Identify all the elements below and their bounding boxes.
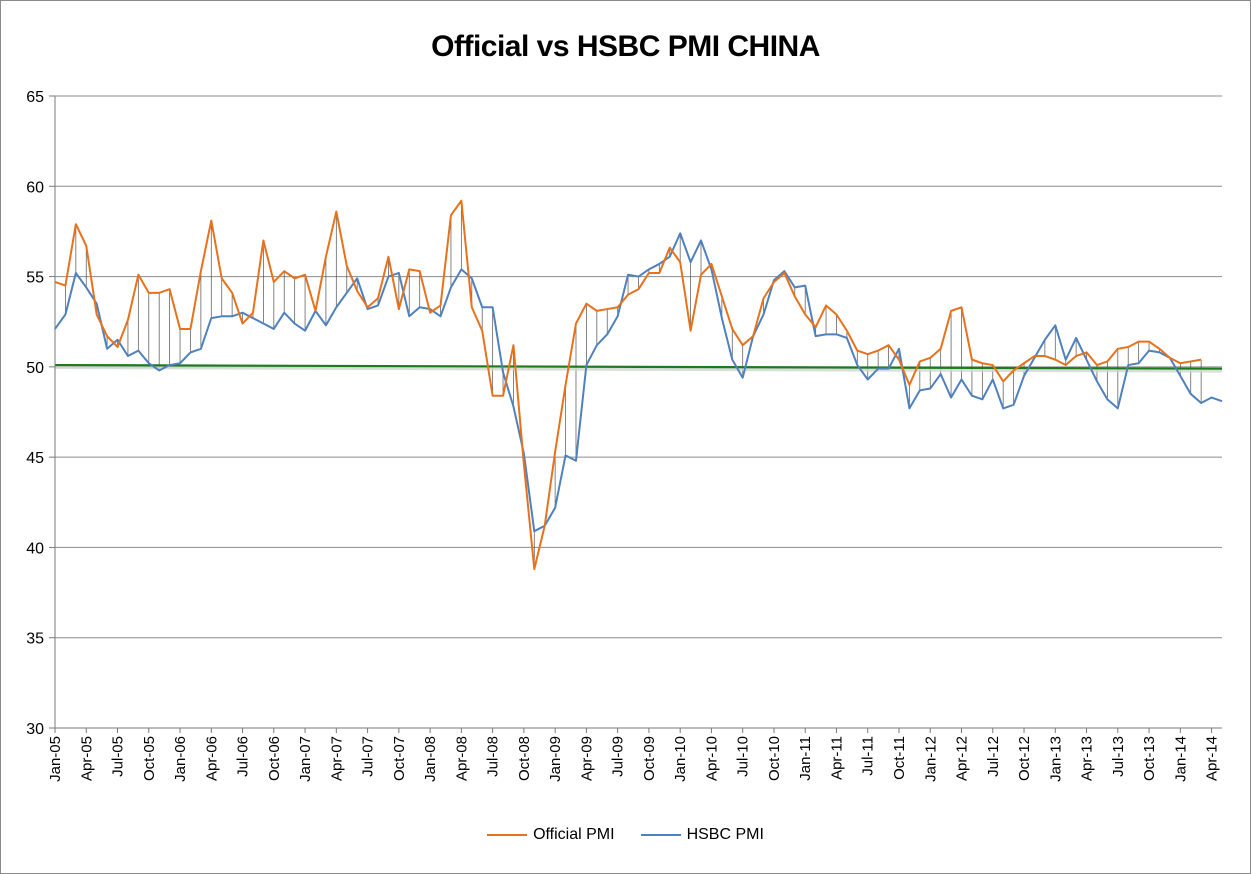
x-tick-label: Oct-10 — [766, 736, 783, 781]
x-tick-label: Jul-08 — [485, 736, 502, 777]
x-tick-label: Jan-12 — [922, 736, 939, 782]
x-tick-label: Jul-13 — [1110, 736, 1127, 777]
legend-label-official: Official PMI — [533, 826, 615, 843]
x-tick-label: Jan-08 — [422, 736, 439, 782]
x-tick-label: Oct-08 — [516, 736, 533, 781]
x-tick-label: Apr-10 — [703, 736, 720, 781]
legend-label-hsbc: HSBC PMI — [686, 826, 764, 843]
difference-drop-lines — [54, 200, 1202, 570]
x-tick-label: Apr-11 — [829, 736, 846, 780]
y-tick-label-50: 50 — [26, 360, 44, 377]
y-tick-label-40: 40 — [26, 540, 44, 557]
y-tick-label-35: 35 — [26, 631, 44, 648]
x-tick-label: Jan-11 — [797, 736, 814, 781]
x-tick-label: Jan-07 — [297, 736, 314, 782]
legend: Official PMI HSBC PMI — [0, 826, 1251, 844]
x-tick-label: Jan-10 — [672, 736, 689, 782]
x-tick-label: Apr-13 — [1079, 736, 1096, 781]
x-tick-label: Jul-10 — [735, 736, 752, 777]
y-tick-label-60: 60 — [26, 179, 44, 196]
x-tick-label: Oct-07 — [391, 736, 408, 781]
x-tick-label: Oct-11 — [891, 736, 908, 780]
x-tick-label: Jan-09 — [547, 736, 564, 782]
legend-item-hsbc: HSBC PMI — [640, 826, 764, 844]
x-tick-label: Jan-14 — [1172, 736, 1189, 782]
y-tick-label-30: 30 — [26, 721, 44, 738]
x-tick-label: Jul-05 — [110, 736, 127, 777]
y-tick-label-55: 55 — [26, 270, 44, 287]
x-tick-label: Oct-13 — [1141, 736, 1158, 781]
x-tick-label: Apr-08 — [453, 736, 470, 781]
x-axis-tick-labels: Jan-05 Apr-05 Jul-05 Oct-05 Jan-06 Apr-06 Jul-… — [47, 736, 1221, 782]
axes — [49, 95, 1222, 733]
x-tick-label: Oct-05 — [141, 736, 158, 781]
y-tick-label-45: 45 — [26, 450, 44, 467]
x-tick-label: Jan-05 — [47, 736, 64, 782]
x-tick-label: Oct-09 — [641, 736, 658, 781]
x-tick-label: Apr-14 — [1204, 736, 1221, 781]
legend-swatch-hsbc — [640, 834, 681, 836]
x-tick-label: Apr-09 — [578, 736, 595, 781]
legend-swatch-official — [487, 834, 528, 836]
x-tick-label: Jan-13 — [1047, 736, 1064, 782]
x-tick-label: Jul-07 — [360, 736, 377, 777]
x-tick-label: Apr-12 — [954, 736, 971, 781]
x-tick-label: Jul-09 — [610, 736, 627, 777]
chart-title: Official vs HSBC PMI CHINA — [431, 30, 820, 63]
y-axis-tick-labels: 30 35 40 45 50 55 60 65 — [26, 89, 44, 738]
series-lines — [54, 199, 1223, 571]
x-tick-label: Apr-07 — [328, 736, 345, 781]
reference-line-50 — [54, 363, 1223, 373]
x-tick-label: Oct-12 — [1016, 736, 1033, 781]
x-tick-label: Apr-05 — [78, 736, 95, 781]
x-tick-label: Jul-12 — [985, 736, 1002, 777]
x-tick-label: Jul-06 — [235, 736, 252, 777]
x-tick-label: Jul-11 — [860, 736, 877, 776]
legend-item-official: Official PMI — [487, 826, 615, 844]
gridlines — [55, 95, 1222, 639]
x-tick-label: Jan-06 — [172, 736, 189, 782]
x-tick-label: Oct-06 — [266, 736, 283, 781]
x-tick-label: Apr-06 — [203, 736, 220, 781]
series-line-official-pmi — [54, 199, 1202, 571]
y-tick-label-65: 65 — [26, 89, 44, 106]
